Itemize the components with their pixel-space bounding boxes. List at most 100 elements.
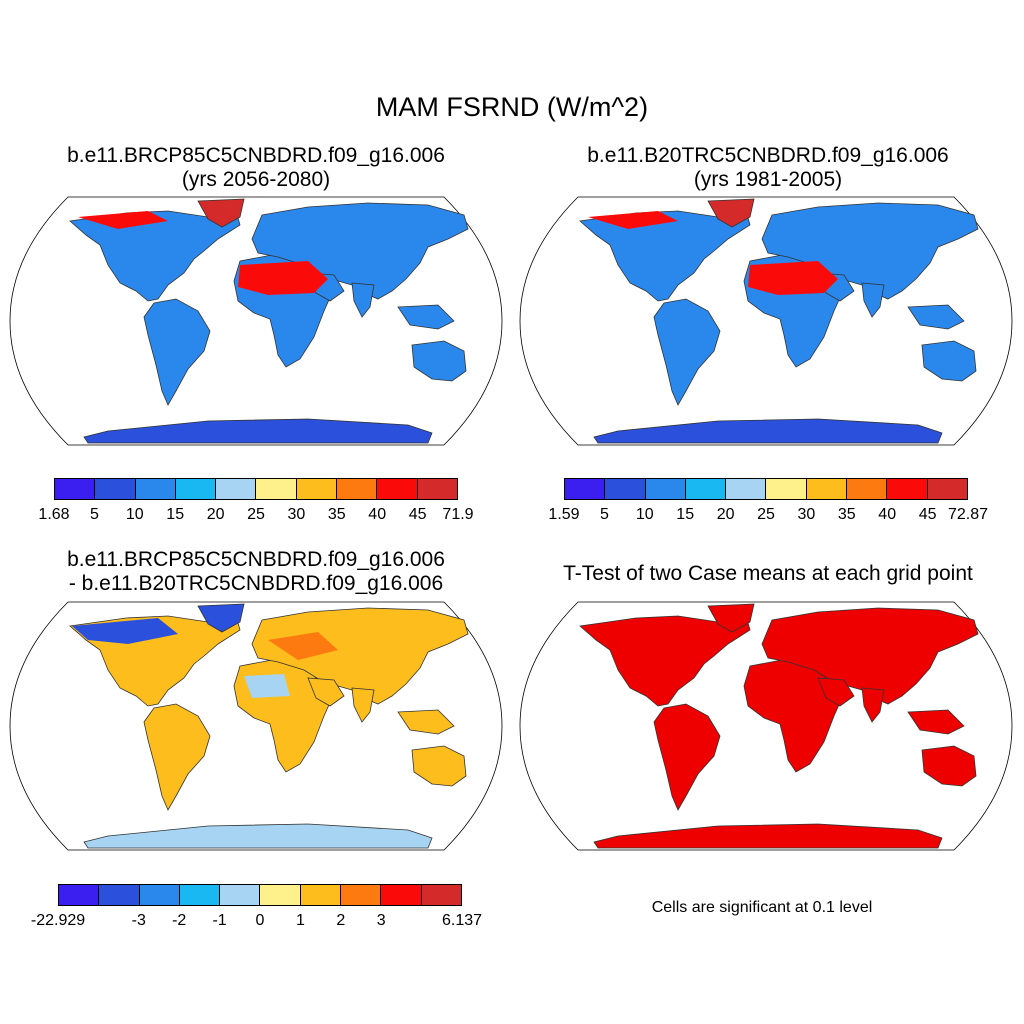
colorbar-swatch [260,885,301,905]
colorbar-label: -2 [172,912,187,929]
land-india [861,687,885,723]
land-india [351,687,375,723]
land-india [861,282,885,318]
land-eurasia [251,202,469,300]
panel1-colorbar-labels: 1.68 5 10 15 20 25 30 35 40 45 71.9 [38,506,473,526]
land-seasia [397,709,455,735]
west-africa-light-region [244,674,290,698]
colorbar-swatch [645,479,686,499]
colorbar-swatch [421,885,461,905]
panel1-title: b.e11.BRCP85C5CNBDRD.f09_g16.006 (yrs 20… [0,144,512,192]
panel3-title: b.e11.BRCP85C5CNBDRD.f09_g16.006 - b.e11… [0,548,512,596]
colorbar-label: -22.929 [30,912,86,929]
land-australia [921,745,977,787]
colorbar-label: 5 [599,506,609,523]
panel3-colorbar-labels: -22.929 -3 -2 -1 0 1 2 3 6.137 [31,912,482,932]
land-samerica [143,703,211,811]
colorbar-swatch [300,885,342,905]
land-greenland [197,198,245,228]
colorbar-swatch [806,479,848,499]
land-greenland [197,603,245,633]
colorbar-label: -1 [212,912,227,929]
colorbar-label: 10 [125,506,144,523]
colorbar-label: 6.137 [441,912,483,929]
colorbar-label: 3 [376,912,386,929]
colorbar-label: 20 [206,506,225,523]
colorbar-label: 72.87 [947,506,989,523]
colorbar-swatch [220,885,261,905]
colorbar-swatch [685,479,727,499]
colorbar-swatch [99,885,140,905]
colorbar-label: 1 [295,912,305,929]
land-eurasia [761,202,979,300]
panel2-map [519,196,1013,446]
land-greenland [707,603,755,633]
land-eurasia [761,607,979,705]
colorbar-label: 1.68 [38,506,70,523]
colorbar-swatch [887,479,928,499]
colorbar-label: 25 [247,506,265,523]
colorbar-label: 35 [837,506,856,523]
land-india [351,282,375,318]
colorbar-swatch [296,479,338,499]
land-antarctica [83,418,433,444]
colorbar-swatch [726,479,767,499]
figure-title: MAM FSRND (W/m^2) [375,92,649,122]
colorbar-swatch [417,479,457,499]
colorbar-swatch [175,479,217,499]
colorbar-label: 40 [878,506,897,523]
colorbar-label: 25 [757,506,775,523]
land-seasia [397,304,455,330]
panel2-title: b.e11.B20TRC5CNBDRD.f09_g16.006 (yrs 198… [512,144,1024,192]
panel2-title-line1: b.e11.B20TRC5CNBDRD.f09_g16.006 [587,144,949,167]
land-seasia [907,709,965,735]
colorbar-swatch [927,479,967,499]
land-australia [411,745,467,787]
colorbar-swatch [605,479,646,499]
panel4-map [519,601,1013,851]
panel2-title-line2: (yrs 1981-2005) [693,168,843,191]
colorbar-swatch [139,885,180,905]
land-antarctica [593,823,943,849]
colorbar-label: 10 [635,506,654,523]
panel1-colorbar [54,478,458,500]
colorbar-label: 2 [336,912,346,929]
colorbar-swatch [766,479,807,499]
colorbar-label: 5 [89,506,99,523]
land-samerica [143,298,211,406]
colorbar-swatch [59,885,100,905]
colorbar-label: 30 [797,506,816,523]
colorbar-label: 15 [676,506,695,523]
colorbar-swatch [55,479,96,499]
significance-note: Cells are significant at 0.1 level [651,899,873,916]
panel2-colorbar-labels: 1.59 5 10 15 20 25 30 35 40 45 72.87 [548,506,988,526]
sahara-region [238,261,328,295]
arctic-canada-region [588,211,678,229]
colorbar-label: 71.9 [442,506,474,523]
colorbar-swatch [565,479,606,499]
colorbar-label: 1.59 [548,506,580,523]
canada-cold-region [72,618,178,644]
land-arabia [817,677,855,707]
sahara-region [748,261,838,295]
colorbar-swatch [341,885,382,905]
arctic-canada-region [78,211,168,229]
land-samerica [653,298,721,406]
land-antarctica [593,418,943,444]
panel2-colorbar [564,478,968,500]
land-eurasia [251,607,469,705]
panel1-map [9,196,503,446]
colorbar-swatch [256,479,297,499]
europe-warm-region [268,632,338,660]
panel3-title-line1: b.e11.BRCP85C5CNBDRD.f09_g16.006 [67,548,445,571]
land-greenland [707,198,755,228]
colorbar-label: 45 [408,506,427,523]
colorbar-swatch [216,479,257,499]
colorbar-label: 0 [255,912,265,929]
colorbar-label: 35 [327,506,346,523]
colorbar-swatch [847,479,888,499]
panel3-title-line2: - b.e11.B20TRC5CNBDRD.f09_g16.006 [68,572,444,595]
panel3-colorbar [58,884,462,906]
panel4-title: T-Test of two Case means at each grid po… [512,562,1024,586]
colorbar-label: 15 [166,506,185,523]
